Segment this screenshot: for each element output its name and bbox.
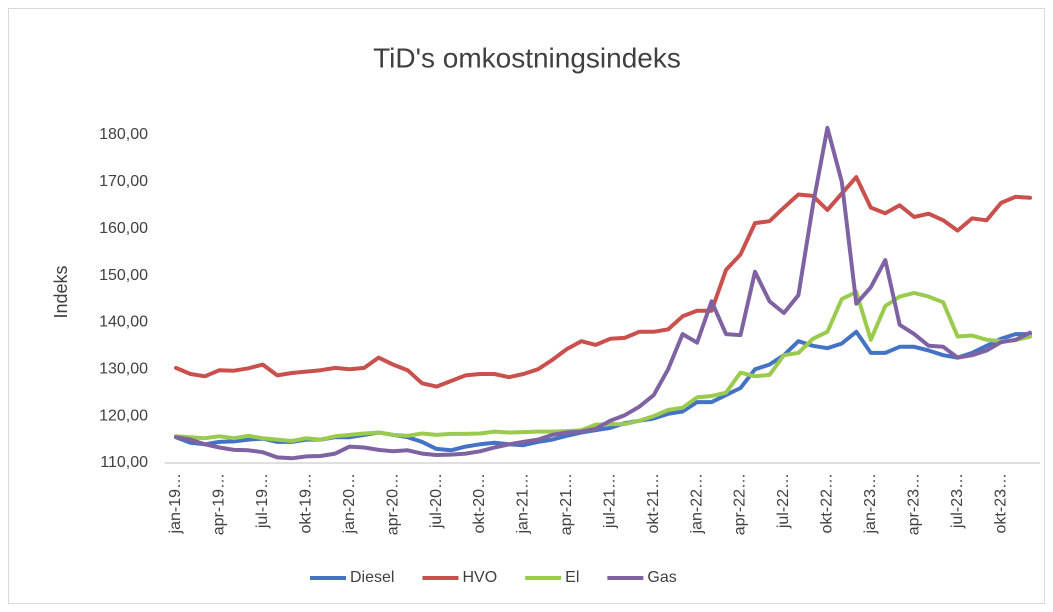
x-tick-label: apr-19… [211, 473, 228, 535]
legend-label: Diesel [350, 569, 394, 586]
x-tick-label: jan-23… [862, 473, 879, 534]
y-tick-label: 140,00 [99, 314, 148, 331]
legend-label: HVO [462, 569, 497, 586]
y-tick-label: 170,00 [99, 173, 148, 190]
series-line [174, 175, 1032, 389]
y-axis-label: Indeks [51, 265, 71, 318]
legend-label: Gas [647, 569, 676, 586]
x-tick-label: jan-20… [341, 473, 358, 534]
y-tick-label: 110,00 [100, 454, 148, 471]
chart-border [8, 8, 1045, 604]
x-tick-label: jan-21… [515, 473, 532, 534]
x-tick-label: jul-22… [775, 473, 792, 529]
x-tick-label: jul-23… [949, 473, 966, 529]
x-tick-label: apr-20… [384, 473, 401, 535]
x-tick-label: jul-21… [601, 473, 618, 529]
y-tick-label: 150,00 [99, 267, 148, 284]
chart-title: TiD's omkostningsindeks [373, 42, 681, 73]
x-tick-label: apr-21… [558, 473, 575, 535]
y-tick-label: 130,00 [99, 360, 148, 377]
x-tick-label: jan-19… [167, 473, 184, 534]
y-tick-label: 120,00 [99, 407, 148, 424]
legend-label: El [565, 569, 579, 586]
x-tick-label: okt-21… [645, 473, 662, 533]
y-tick-label: 160,00 [99, 220, 148, 237]
x-tick-label: apr-22… [732, 473, 749, 535]
x-tick-label: jul-20… [428, 473, 445, 529]
x-tick-label: okt-22… [819, 473, 836, 533]
x-tick-label: okt-23… [992, 473, 1009, 533]
x-tick-label: okt-19… [297, 473, 314, 533]
series-line [174, 125, 1032, 461]
x-tick-label: jan-22… [688, 473, 705, 534]
x-tick-label: jul-19… [254, 473, 271, 529]
x-tick-label: okt-20… [471, 473, 488, 533]
y-tick-label: 180,00 [99, 126, 148, 143]
x-tick-label: apr-23… [905, 473, 922, 535]
